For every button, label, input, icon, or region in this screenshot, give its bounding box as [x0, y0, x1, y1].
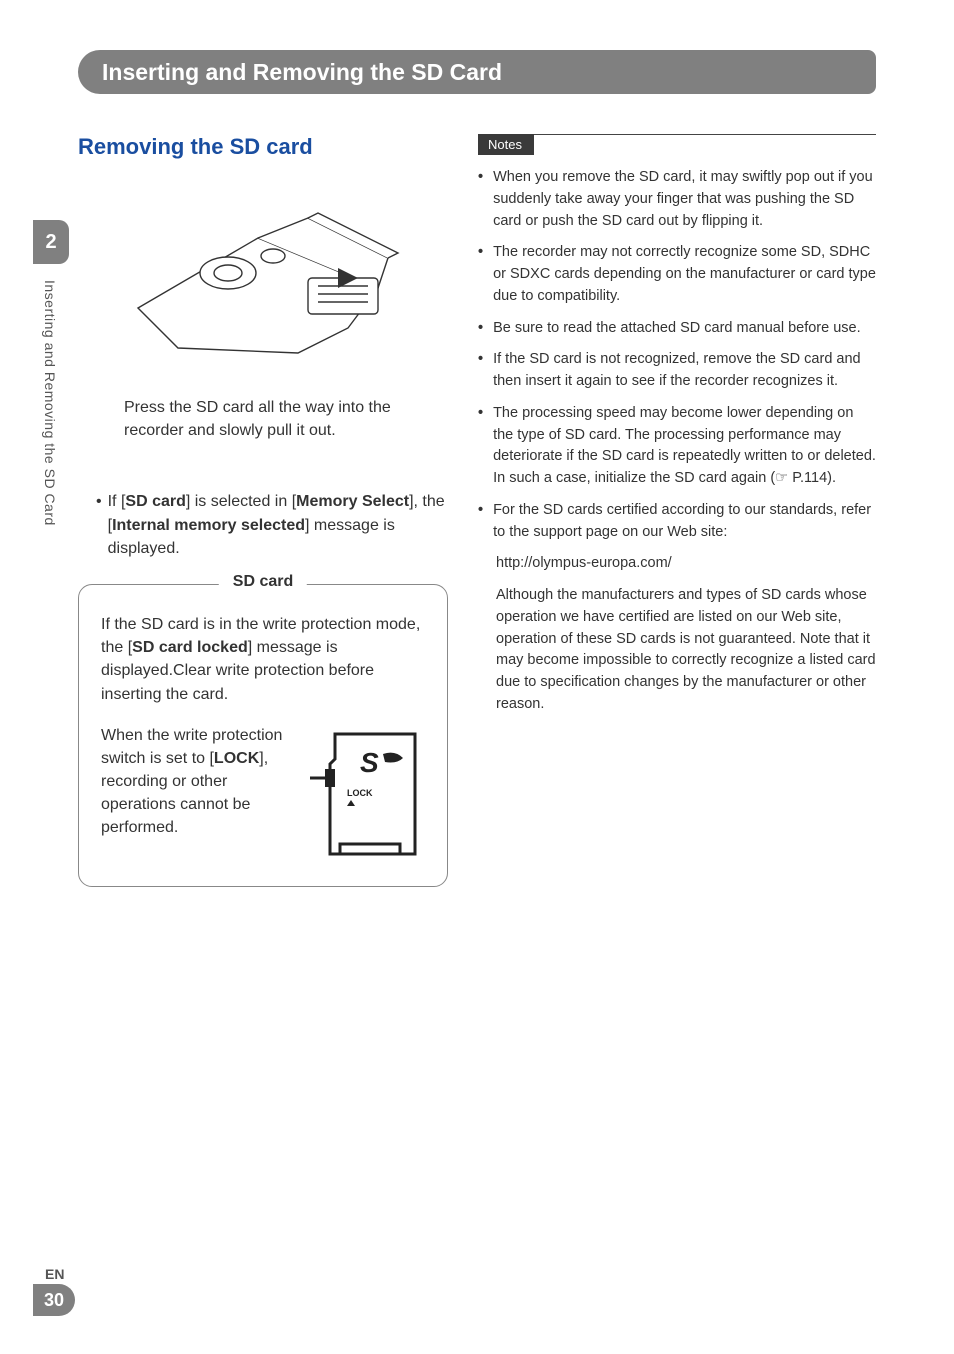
language-code: EN — [45, 1266, 75, 1282]
svg-text:LOCK: LOCK — [347, 788, 373, 798]
note-item: •Be sure to read the attached SD card ma… — [478, 318, 876, 340]
illustration-caption: Press the SD card all the way into the r… — [78, 396, 448, 442]
right-column: Notes •When you remove the SD card, it m… — [478, 134, 876, 726]
camera-sd-illustration — [108, 178, 418, 378]
chapter-title: Inserting and Removing the SD Card — [102, 59, 502, 86]
note-trailing: Although the manufacturers and types of … — [478, 585, 876, 716]
bullet-dot: • — [96, 490, 102, 560]
chapter-title-bar: Inserting and Removing the SD Card — [78, 50, 876, 94]
sd-card-info-box: SD card If the SD card is in the write p… — [78, 584, 448, 887]
box-title: SD card — [219, 573, 307, 591]
note-url: http://olympus-europa.com/ — [478, 553, 876, 575]
left-column: Removing the SD card Press the SD card a… — [78, 134, 448, 887]
svg-text:S: S — [360, 747, 379, 778]
sd-card-illustration: S LOCK — [305, 724, 425, 864]
note-item: •The recorder may not correctly recogniz… — [478, 242, 876, 307]
section-title: Removing the SD card — [78, 134, 448, 160]
info-bullet: • If [SD card] is selected in [Memory Se… — [78, 490, 448, 560]
chapter-number-tab: 2 — [33, 220, 69, 264]
box-paragraph-2: When the write protection switch is set … — [101, 724, 291, 840]
notes-list: •When you remove the SD card, it may swi… — [478, 167, 876, 716]
bullet-text: If [SD card] is selected in [Memory Sele… — [108, 490, 448, 560]
note-item: •If the SD card is not recognized, remov… — [478, 349, 876, 393]
note-item: •For the SD cards certified according to… — [478, 500, 876, 544]
box-paragraph-1: If the SD card is in the write protectio… — [101, 613, 425, 706]
notes-divider — [478, 134, 876, 135]
notes-label: Notes — [478, 134, 534, 155]
chapter-number: 2 — [45, 231, 56, 254]
page-footer: EN 30 — [33, 1266, 75, 1316]
note-item: •When you remove the SD card, it may swi… — [478, 167, 876, 232]
running-title-vertical: Inserting and Removing the SD Card — [42, 280, 58, 526]
note-item: •The processing speed may become lower d… — [478, 403, 876, 490]
page-number: 30 — [33, 1284, 75, 1316]
lock-row: When the write protection switch is set … — [101, 724, 425, 864]
